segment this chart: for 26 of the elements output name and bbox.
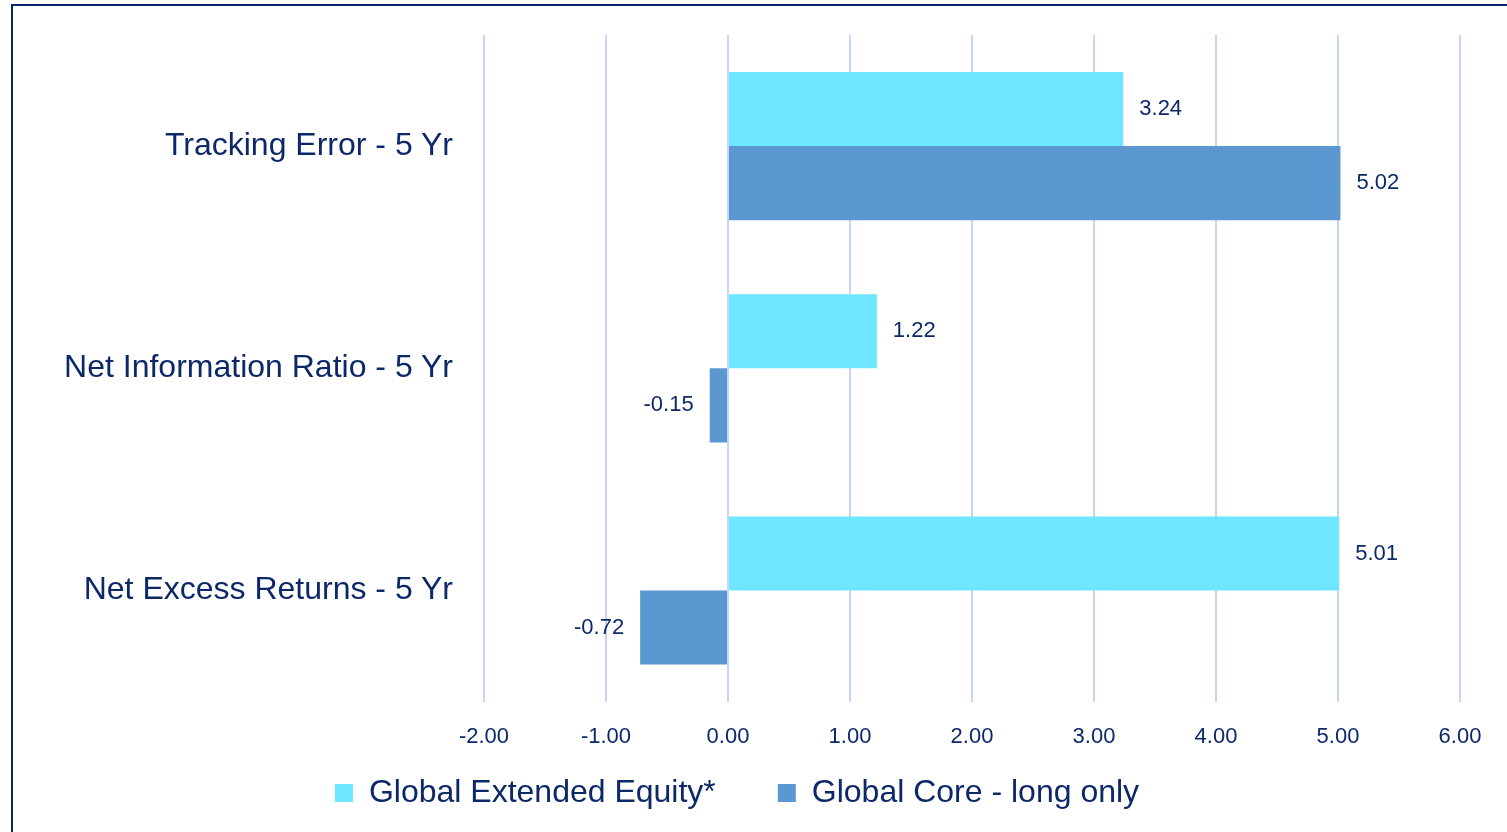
data-label: -0.15 [643,391,694,417]
bar [709,368,727,443]
data-label: 3.24 [1139,95,1183,121]
data-label: 5.02 [1356,169,1400,195]
bar [729,294,877,369]
data-label: 1.22 [892,317,936,343]
x-tick-label: 0.00 [706,722,750,748]
x-tick-label: 4.00 [1194,722,1238,748]
data-label: -0.72 [574,613,625,639]
x-tick-label: 6.00 [1438,722,1482,748]
x-tick-label: -2.00 [458,722,510,748]
legend-label: Global Core - long only [811,772,1140,809]
x-tick-label: 5.00 [1316,722,1360,748]
bar [729,146,1341,221]
bar [729,516,1340,591]
x-tick-label: 2.00 [950,722,994,748]
y-tick-label: Net Excess Returns - 5 Yr [83,570,454,607]
bar [640,590,727,665]
x-tick-label: 3.00 [1072,722,1116,748]
y-tick-label: Net Information Ratio - 5 Yr [64,348,454,385]
y-tick-label: Tracking Error - 5 Yr [164,125,454,162]
x-tick-label: -1.00 [580,722,632,748]
x-tick-label: 1.00 [828,722,872,748]
data-label: 5.01 [1355,539,1399,565]
legend-label: Global Extended Equity* [368,772,716,809]
bar [729,72,1124,147]
